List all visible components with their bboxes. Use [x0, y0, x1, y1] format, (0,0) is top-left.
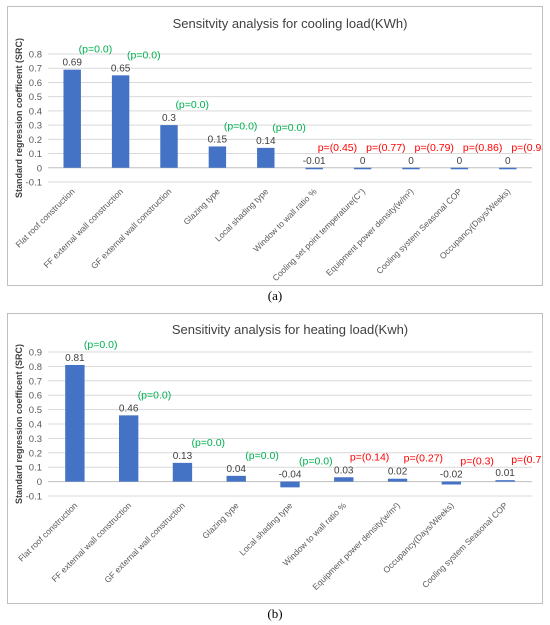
- p-value-label: (p=0.0): [127, 49, 161, 61]
- chart-title: Sensitivity analysis for heating load(Kw…: [172, 322, 408, 337]
- y-tick-label: 0.5: [29, 405, 42, 416]
- y-tick-label: -0.1: [26, 492, 42, 503]
- y-axis-label: Standard regression coefficent (SRC): [14, 344, 24, 504]
- x-tick-label: GF external wall construction: [89, 186, 174, 271]
- y-tick-label: 0.4: [29, 106, 42, 117]
- bar: [257, 147, 275, 168]
- x-tick-label: Glazing type: [181, 186, 222, 227]
- p-value-label: p=(0.77): [366, 142, 405, 154]
- p-value-label: p=(0.71): [511, 454, 542, 466]
- x-tick-label: Cooling system Seasonal COP: [374, 186, 464, 276]
- bar: [441, 481, 462, 485]
- data-label: 0.3: [162, 113, 176, 124]
- data-label: 0.02: [388, 467, 408, 478]
- cooling-load-chart-panel: Sensitvity analysis for cooling load(KWh…: [7, 6, 543, 286]
- p-value-label: (p=0.0): [191, 437, 225, 449]
- data-label: 0.81: [65, 353, 85, 364]
- data-label: 0: [360, 156, 366, 167]
- p-value-label: (p=0.0): [299, 456, 333, 468]
- y-tick-label: 0.9: [29, 348, 42, 359]
- p-value-label: p=(0.94): [511, 142, 542, 154]
- y-tick-label: 0.8: [29, 50, 42, 61]
- y-tick-label: 0.6: [29, 391, 42, 402]
- p-value-label: p=(0.79): [415, 142, 454, 154]
- p-value-label: (p=0.0): [175, 99, 209, 111]
- chart-b-caption: (b): [267, 606, 283, 621]
- y-tick-label: 0.5: [29, 92, 42, 103]
- y-tick-label: 0.7: [29, 376, 42, 387]
- data-label: 0.69: [62, 58, 82, 69]
- p-value-label: (p=0.0): [138, 389, 172, 401]
- p-value-label: p=(0.27): [404, 453, 443, 465]
- data-label: 0.15: [208, 134, 228, 145]
- x-tick-label: Equipment power density(w/m²): [324, 186, 416, 278]
- x-tick-label: Equipment power density(w/m²): [310, 500, 402, 592]
- bar: [65, 364, 85, 482]
- p-value-label: p=(0.3): [460, 456, 494, 468]
- bar: [63, 69, 81, 168]
- data-label: -0.01: [303, 156, 326, 167]
- x-tick-label: FF external wall construction: [41, 186, 125, 270]
- x-tick-label: Cooling set point temperature(C°): [270, 186, 367, 283]
- p-value-label: (p=0.0): [245, 450, 279, 462]
- data-label: 0: [505, 156, 511, 167]
- y-tick-label: -0.1: [26, 178, 42, 189]
- chart-title: Sensitvity analysis for cooling load(KWh…: [173, 16, 408, 31]
- chart-a-caption: (a): [267, 288, 283, 303]
- data-label: 0.14: [256, 136, 276, 147]
- cooling-load-chart: Sensitvity analysis for cooling load(KWh…: [13, 16, 542, 283]
- bar: [226, 475, 246, 482]
- bar: [495, 480, 515, 482]
- bar: [160, 125, 178, 168]
- p-value-label: p=(0.14): [350, 451, 389, 463]
- bar: [280, 481, 300, 488]
- data-label: 0: [408, 156, 414, 167]
- p-value-label: (p=0.0): [272, 122, 306, 134]
- y-tick-label: 0.4: [29, 420, 42, 431]
- data-label: 0.65: [111, 63, 131, 74]
- data-label: -0.04: [279, 470, 302, 481]
- bar: [305, 167, 323, 170]
- data-label: 0: [457, 156, 463, 167]
- y-tick-label: 0.3: [29, 121, 42, 132]
- y-tick-label: 0.2: [29, 135, 42, 146]
- y-tick-label: 0: [37, 163, 42, 174]
- y-tick-label: 0.1: [29, 463, 42, 474]
- bar: [111, 75, 130, 168]
- x-tick-label: Cooling system Seasonal COP: [420, 500, 510, 590]
- data-label: 0.03: [334, 465, 354, 476]
- y-tick-label: 0.1: [29, 149, 42, 160]
- x-tick-label: Local shading type: [237, 500, 294, 557]
- bar: [334, 477, 354, 482]
- y-axis-label: Standard regression coefficent (SRC): [14, 38, 24, 198]
- x-tick-label: Flat roof construction: [16, 500, 79, 563]
- y-tick-label: 0.2: [29, 448, 42, 459]
- bar: [499, 167, 517, 170]
- x-tick-label: Glazing type: [200, 500, 241, 541]
- p-value-label: p=(0.86): [463, 142, 502, 154]
- data-label: 0.46: [119, 403, 139, 414]
- y-tick-label: 0.8: [29, 362, 42, 373]
- bar: [353, 167, 372, 170]
- y-tick-label: 0.3: [29, 434, 42, 445]
- bar: [402, 167, 420, 170]
- heating-load-chart-panel: Sensitivity analysis for heating load(Kw…: [7, 313, 543, 604]
- p-value-label: (p=0.0): [224, 120, 258, 132]
- data-label: 0.13: [173, 451, 193, 462]
- p-value-label: (p=0.0): [79, 44, 113, 56]
- bar: [172, 462, 193, 482]
- y-tick-label: 0: [37, 477, 42, 488]
- data-label: 0.01: [495, 468, 515, 479]
- bar: [208, 146, 227, 168]
- bar: [450, 167, 469, 170]
- y-tick-label: 0.6: [29, 78, 42, 89]
- p-value-label: p=(0.45): [318, 142, 357, 154]
- data-label: 0.04: [226, 464, 246, 475]
- bar: [118, 415, 139, 482]
- y-tick-label: 0.7: [29, 64, 42, 75]
- p-value-label: (p=0.0): [84, 339, 118, 351]
- heating-load-chart: Sensitivity analysis for heating load(Kw…: [14, 322, 542, 592]
- bar: [387, 478, 408, 482]
- data-label: -0.02: [440, 470, 463, 481]
